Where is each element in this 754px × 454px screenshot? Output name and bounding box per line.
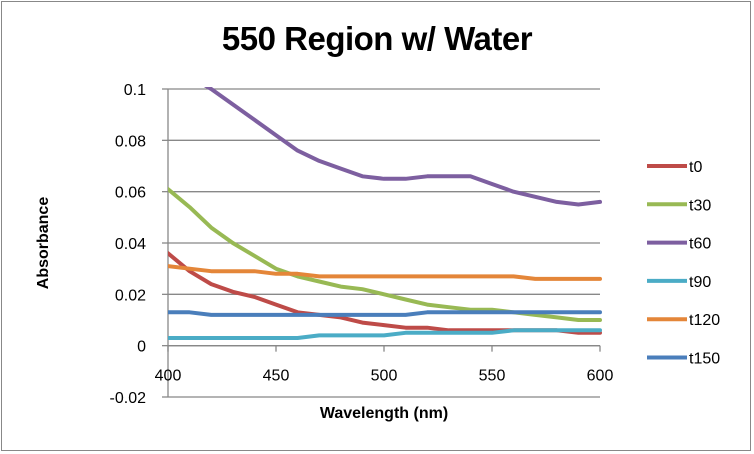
y-tick-label: 0 [137, 339, 146, 356]
series-line-t90 [168, 328, 602, 340]
series-line-t150 [168, 310, 602, 317]
x-tick-label: 450 [263, 368, 290, 385]
legend-label-t150: t150 [689, 351, 720, 368]
y-tick-label: 0.06 [115, 185, 146, 202]
legend-label-t60: t60 [689, 236, 711, 253]
x-tick-label: 400 [155, 368, 182, 385]
x-axis-label: Wavelength (nm) [320, 405, 448, 422]
legend-label-t90: t90 [689, 274, 711, 291]
x-tick-label: 500 [371, 368, 398, 385]
y-axis-label: Absorbance [35, 197, 52, 290]
legend-label-t30: t30 [689, 197, 711, 214]
y-tick-label: 0.04 [115, 236, 146, 253]
legend-label-t120: t120 [689, 312, 720, 329]
x-tick-label: 600 [587, 368, 614, 385]
y-tick-label: 0.08 [115, 133, 146, 150]
chart-title: 550 Region w/ Water [221, 20, 533, 57]
series-line-t60 [203, 87, 602, 207]
y-tick-label: -0.02 [110, 390, 147, 407]
legend-label-t0: t0 [689, 159, 702, 176]
series-line-t30 [168, 187, 602, 322]
y-tick-label: 0.02 [115, 287, 146, 304]
x-tick-label: 550 [479, 368, 506, 385]
y-tick-label: 0.1 [124, 82, 146, 99]
series-line-t120 [168, 264, 602, 281]
